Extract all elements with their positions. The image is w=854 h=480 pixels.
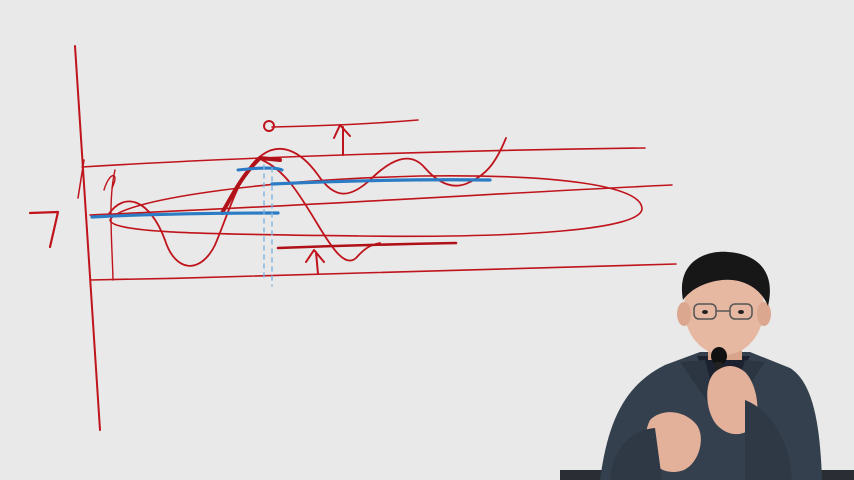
- up-arrow-bottom: [305, 249, 325, 275]
- hair: [681, 251, 770, 306]
- blue-top-line: [270, 178, 492, 186]
- blue-support-line: [90, 211, 280, 219]
- thick-rising-stroke: [220, 156, 282, 215]
- vertical-axis-line: [74, 45, 101, 431]
- right-ear: [757, 302, 771, 326]
- circle-mark: [263, 120, 275, 132]
- right-sleeve: [745, 400, 792, 480]
- face: [684, 261, 764, 355]
- price-wave: [107, 137, 507, 267]
- left-bracket: [110, 169, 116, 281]
- up-arrow-top: [333, 124, 351, 156]
- blue-resistance-line: [236, 166, 284, 172]
- left-hand: [645, 412, 701, 472]
- left-number-stroke: [28, 210, 60, 249]
- top-bracket-line: [271, 119, 419, 128]
- middle-guide-line: [89, 184, 673, 216]
- left-ear: [677, 302, 691, 326]
- long-oval: [109, 174, 643, 238]
- glasses: [693, 303, 753, 320]
- upper-guide-line: [81, 147, 646, 168]
- lower-level-line: [276, 241, 458, 250]
- left-sleeve: [610, 428, 662, 480]
- left-squiggle: [103, 174, 116, 191]
- right-hand: [707, 366, 758, 435]
